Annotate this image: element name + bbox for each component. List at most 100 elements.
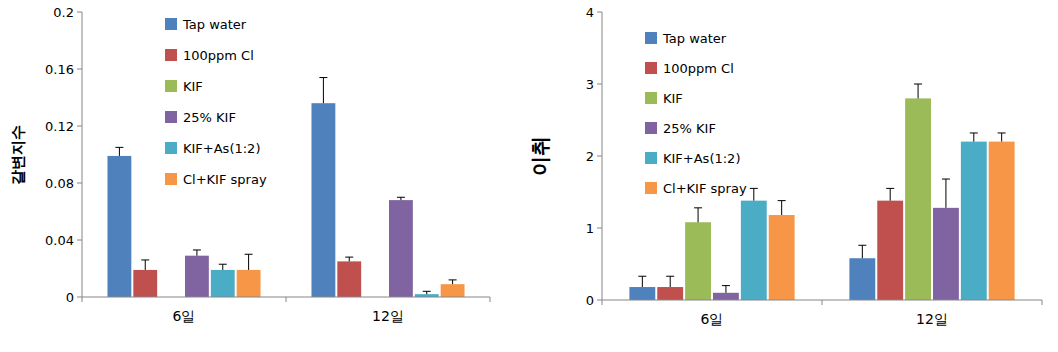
- error-bar: [141, 260, 149, 270]
- error-line: [945, 179, 946, 208]
- error-bar: [778, 201, 786, 215]
- legend-swatch: [645, 122, 657, 134]
- chart-1: 00.040.080.120.160.26일12일갈변지수Tap water10…: [9, 5, 490, 324]
- x-tick: [602, 300, 603, 305]
- error-cap: [193, 249, 201, 250]
- legend-label: Cl+KIF spray: [183, 172, 267, 187]
- error-cap: [115, 147, 123, 148]
- error-line: [349, 257, 350, 261]
- error-cap: [423, 291, 431, 292]
- bar: [441, 284, 465, 297]
- error-cap: [397, 197, 405, 198]
- error-line: [725, 286, 726, 293]
- y-tick-label: 3: [586, 77, 594, 92]
- y-tick-label: 0.12: [45, 119, 74, 134]
- bar: [961, 142, 987, 300]
- y-tick: [77, 240, 82, 241]
- bar: [685, 222, 711, 300]
- error-cap: [970, 132, 978, 133]
- bar: [657, 287, 683, 300]
- error-line: [452, 280, 453, 284]
- error-bar: [666, 276, 674, 287]
- bar: [849, 258, 875, 300]
- error-cap: [449, 279, 457, 280]
- error-line: [248, 254, 249, 270]
- x-tick-label: 6일: [173, 308, 196, 324]
- error-bar: [942, 179, 950, 208]
- legend-label: Tap water: [662, 31, 727, 46]
- bar: [185, 256, 209, 297]
- y-tick: [77, 126, 82, 127]
- legend-label: 25% KIF: [663, 121, 716, 136]
- bar: [741, 201, 767, 300]
- legend-label: 25% KIF: [183, 110, 236, 125]
- error-line: [1001, 133, 1002, 142]
- y-tick-label: 0.08: [45, 176, 74, 191]
- y-tick: [597, 300, 602, 301]
- y-tick-label: 0: [586, 293, 594, 308]
- x-tick: [1042, 300, 1043, 305]
- y-tick-label: 4: [586, 5, 594, 20]
- y-axis-label: 이취: [528, 136, 552, 176]
- legend-label: Cl+KIF spray: [663, 181, 747, 196]
- error-cap: [998, 132, 1006, 133]
- legend-label: 100ppm Cl: [183, 48, 254, 63]
- y-axis-label: 갈변지수: [9, 125, 27, 185]
- error-bar: [193, 250, 201, 256]
- bar: [389, 200, 413, 297]
- bar: [237, 270, 261, 297]
- y-tick-label: 1: [586, 221, 594, 236]
- error-line: [918, 84, 919, 98]
- bars: [629, 84, 1014, 300]
- error-cap: [942, 179, 950, 180]
- error-line: [145, 260, 146, 270]
- legend-label: KIF+As(1:2): [183, 141, 260, 156]
- y-tick: [77, 12, 82, 13]
- error-bar: [886, 188, 894, 200]
- bar: [713, 293, 739, 300]
- error-line: [890, 188, 891, 200]
- error-bar: [914, 84, 922, 98]
- error-cap: [914, 84, 922, 85]
- error-line: [222, 264, 223, 270]
- x-tick: [822, 300, 823, 305]
- error-cap: [750, 188, 758, 189]
- error-bar: [245, 254, 253, 270]
- y-tick: [597, 84, 602, 85]
- error-line: [119, 147, 120, 156]
- x-tick-label: 12일: [372, 308, 404, 324]
- error-bar: [998, 133, 1006, 142]
- legend-label: KIF+As(1:2): [663, 151, 740, 166]
- error-line: [698, 208, 699, 222]
- error-bar: [694, 208, 702, 222]
- y-tick: [77, 69, 82, 70]
- legend: Tap water100ppm ClKIF25% KIFKIF+As(1:2)C…: [165, 17, 267, 187]
- x-tick-label: 12일: [916, 311, 948, 327]
- bar: [629, 287, 655, 300]
- y-tick-label: 0.16: [45, 62, 74, 77]
- error-line: [753, 188, 754, 200]
- error-bar: [345, 257, 353, 261]
- error-cap: [886, 188, 894, 189]
- y-tick: [77, 297, 82, 298]
- error-line: [670, 276, 671, 287]
- legend: Tap water100ppm ClKIF25% KIFKIF+As(1:2)C…: [645, 31, 747, 196]
- legend-swatch: [645, 32, 657, 44]
- legend-swatch: [645, 152, 657, 164]
- error-cap: [638, 276, 646, 277]
- legend-label: 100ppm Cl: [663, 61, 734, 76]
- bar: [905, 98, 931, 300]
- y-tick: [597, 228, 602, 229]
- error-line: [642, 276, 643, 287]
- error-line: [862, 245, 863, 258]
- error-line: [196, 250, 197, 256]
- bar: [769, 215, 795, 300]
- error-cap: [345, 257, 353, 258]
- error-cap: [319, 77, 327, 78]
- legend-swatch: [165, 142, 177, 154]
- bar: [133, 270, 157, 297]
- bar: [211, 270, 235, 297]
- error-bar: [722, 286, 730, 293]
- error-bar: [449, 280, 457, 284]
- error-bar: [397, 197, 405, 200]
